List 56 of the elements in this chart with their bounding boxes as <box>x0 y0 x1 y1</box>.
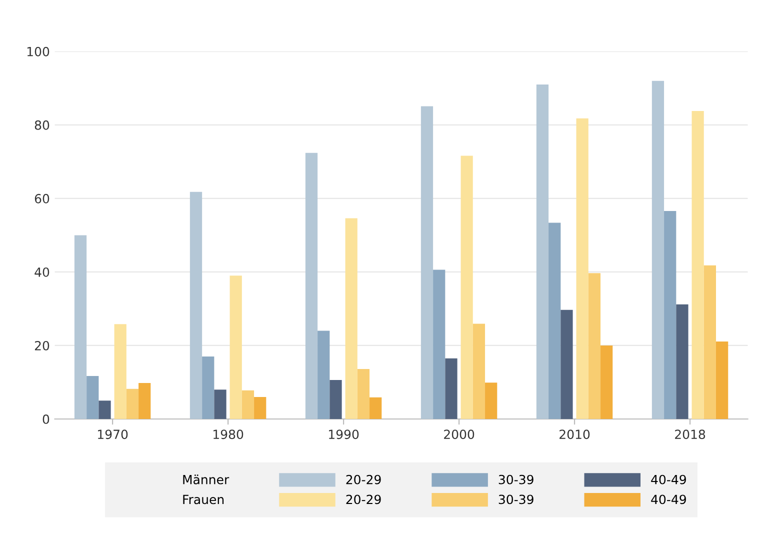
bar <box>190 192 202 419</box>
bar <box>370 397 382 419</box>
bar <box>676 304 688 419</box>
x-tick-label: 1970 <box>98 430 128 440</box>
bar <box>202 356 214 419</box>
legend-label: 40-49 <box>651 494 686 504</box>
y-tick-label: 80 <box>34 120 50 130</box>
text: Männer <box>183 474 230 484</box>
legend-label: 20-29 <box>346 494 381 504</box>
y-tick-label: 20 <box>34 340 50 350</box>
bar <box>692 110 704 419</box>
bar <box>214 390 226 419</box>
x-tick-label: 2018 <box>675 430 706 440</box>
bar <box>485 382 498 419</box>
bar <box>242 390 254 419</box>
bar <box>420 106 434 419</box>
bar <box>576 118 588 419</box>
bar <box>664 210 676 419</box>
y-tick-label: 40 <box>34 267 50 277</box>
bar <box>114 324 126 419</box>
x-tick-label: 2010 <box>560 430 590 440</box>
bar <box>600 345 613 419</box>
bar <box>536 84 549 419</box>
bar <box>98 400 111 419</box>
bar <box>126 388 139 419</box>
bar <box>86 376 99 419</box>
bar <box>445 358 458 419</box>
legend-label: 30-39 <box>498 474 534 484</box>
legend-label: 20-29 <box>346 474 381 484</box>
text: Frauen <box>183 494 224 504</box>
bar <box>305 152 318 419</box>
bar <box>716 341 728 419</box>
bar <box>138 382 151 419</box>
bar <box>588 273 601 419</box>
y-tick-label: 60 <box>34 194 50 204</box>
bar <box>74 235 87 419</box>
x-tick-label: 1990 <box>329 430 359 440</box>
y-tick-label: 100 <box>27 46 50 56</box>
x-tick-label: 2000 <box>444 430 474 440</box>
bar <box>230 276 242 419</box>
legend-label: 40-49 <box>651 474 686 484</box>
x-tick-label: 1980 <box>214 430 244 440</box>
bar <box>560 310 573 419</box>
y-tick-label: 0 <box>42 414 50 424</box>
bar <box>357 369 370 419</box>
bar <box>318 330 330 419</box>
bar <box>345 218 358 419</box>
bar <box>330 380 342 419</box>
bar <box>652 80 664 419</box>
bar <box>548 222 561 419</box>
bar <box>433 270 446 419</box>
legend-label: 30-39 <box>498 494 534 504</box>
bar <box>254 396 266 419</box>
bar <box>704 265 716 419</box>
bar <box>472 324 486 419</box>
bar <box>460 156 473 419</box>
